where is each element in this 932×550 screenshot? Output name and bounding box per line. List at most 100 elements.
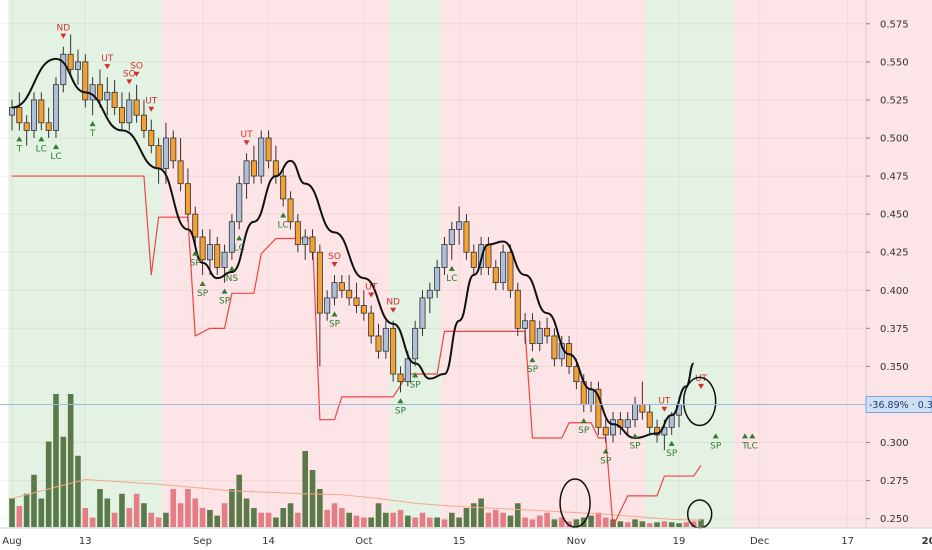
signal-ut: UT xyxy=(145,97,158,112)
candle-body xyxy=(162,137,169,169)
signal-up-arrow xyxy=(742,433,748,439)
volume-bar xyxy=(522,517,528,527)
signal-label: SP xyxy=(329,320,341,330)
signal-label: UT xyxy=(145,97,158,107)
signal-lc: LC xyxy=(446,265,457,284)
y-tick-label: 0.425 xyxy=(880,248,909,259)
y-tick-label: 0.375 xyxy=(880,324,909,335)
price-axis[interactable]: 0.575 0.550 0.525 0.500 0.475 0.450 0.425 0.400… xyxy=(866,19,909,525)
signal-t: T xyxy=(741,433,748,451)
signal-ut: UT xyxy=(695,374,708,389)
volume-bar xyxy=(602,517,609,527)
volume-bar xyxy=(698,519,704,527)
volume-bar xyxy=(573,519,580,527)
volume-bar xyxy=(375,503,382,527)
candle xyxy=(610,412,617,443)
volume-bar xyxy=(163,512,169,527)
candle xyxy=(331,275,338,306)
volume-bar xyxy=(595,512,602,527)
candle xyxy=(228,214,235,260)
y-tick-label: 0.475 xyxy=(880,172,909,183)
candle xyxy=(536,320,543,352)
volume-bar xyxy=(177,503,184,527)
signal-ut: UT xyxy=(658,397,671,412)
trailing-stop-line xyxy=(12,175,702,529)
candle xyxy=(60,46,67,93)
candle-body xyxy=(456,221,463,230)
volume-bar xyxy=(427,517,433,527)
candle-body xyxy=(368,312,375,337)
candle-body xyxy=(624,419,631,428)
signal-label: LC xyxy=(278,221,289,231)
volume-bar xyxy=(661,521,668,527)
volume-bar xyxy=(368,517,374,527)
volume-bar xyxy=(654,522,660,527)
background-zones xyxy=(8,0,932,528)
candle-body xyxy=(236,183,243,223)
candle-body xyxy=(544,327,551,337)
x-tick-label: 2019 xyxy=(922,536,932,547)
volume-bar xyxy=(514,503,521,527)
candle-body xyxy=(390,327,397,375)
candle xyxy=(111,80,118,116)
volume-bar xyxy=(470,503,477,527)
candle xyxy=(177,138,184,192)
signal-label: ND xyxy=(56,24,70,34)
signal-label: SP xyxy=(219,297,231,307)
signal-nd: ND xyxy=(56,24,70,39)
signal-up-arrow xyxy=(221,288,228,294)
x-tick-label: Dec xyxy=(750,536,769,547)
candle-body xyxy=(177,160,184,185)
candle-body xyxy=(639,404,646,413)
volume-bar xyxy=(60,436,67,527)
candle-body xyxy=(294,221,301,245)
volume-bar xyxy=(199,508,206,527)
volume-bar xyxy=(287,503,294,527)
volume-bar xyxy=(441,519,448,527)
signal-ut: UT xyxy=(365,283,378,298)
signal-label: LC xyxy=(747,441,758,451)
background-zone xyxy=(389,0,441,528)
signal-label: NS xyxy=(226,274,239,284)
candle xyxy=(126,92,133,131)
y-tick-label: 0.450 xyxy=(880,210,909,221)
candle xyxy=(140,99,147,138)
signal-down-arrow xyxy=(698,383,705,389)
volume-bar xyxy=(397,509,404,527)
time-axis[interactable]: Aug13Sep14Oct15Nov19Dec1720191423 xyxy=(2,536,932,547)
volume-bar xyxy=(558,517,565,527)
volume-bar xyxy=(624,522,631,527)
candle-body xyxy=(250,160,257,177)
volume-bar xyxy=(23,493,30,527)
candle xyxy=(148,119,155,154)
candle-body xyxy=(412,327,419,360)
candle xyxy=(67,34,74,78)
candle-body xyxy=(111,91,118,108)
volume-bar xyxy=(529,519,536,527)
candle xyxy=(375,323,382,359)
x-tick-label: Nov xyxy=(567,536,587,547)
signal-down-arrow xyxy=(60,33,67,39)
candle xyxy=(470,244,477,276)
candle-body xyxy=(96,84,103,101)
volume-bar xyxy=(38,498,45,527)
signal-label: UT xyxy=(658,397,671,407)
volume-bar xyxy=(214,515,221,527)
signal-label: SP xyxy=(197,289,209,299)
signal-ut: UT xyxy=(101,54,114,70)
signal-label: SO xyxy=(328,252,341,262)
signal-sp: SP xyxy=(190,250,201,269)
volume-bar xyxy=(309,470,316,527)
signal-up-arrow xyxy=(448,265,455,271)
candle-body xyxy=(243,160,250,185)
signal-up-arrow xyxy=(199,281,206,287)
candle-body xyxy=(67,53,74,70)
volume-bar xyxy=(588,515,594,527)
candle xyxy=(397,366,404,393)
candle xyxy=(294,214,301,253)
candle-body xyxy=(214,244,221,268)
signal-label: SP xyxy=(410,380,422,390)
price-circle-jan xyxy=(682,376,717,427)
volume-bar xyxy=(16,506,23,527)
x-tick-label: 13 xyxy=(79,536,92,547)
